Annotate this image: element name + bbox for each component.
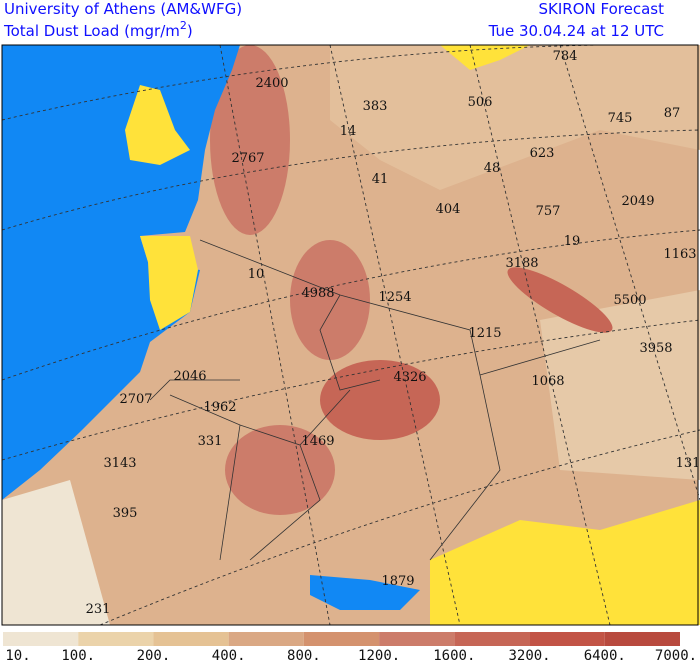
point-label: 3958 [639, 341, 672, 356]
point-label: 2707 [119, 392, 152, 407]
point-label: 131 [676, 456, 700, 471]
yellow-area [440, 45, 530, 70]
colorbar-cell [529, 632, 605, 646]
colorbar-cell [3, 632, 79, 646]
point-label: 2400 [255, 76, 288, 91]
colorbar-cell [228, 632, 304, 646]
colorbar: 10. 100. 200. 400. 800. 1200. 1600. 3200. 6400. 7… [3, 632, 697, 662]
point-label: 3143 [103, 456, 136, 471]
point-label: 231 [86, 602, 111, 617]
point-label: 41 [372, 172, 389, 187]
point-label: 383 [363, 99, 388, 114]
yellow-area [125, 85, 190, 165]
point-label: 87 [664, 106, 681, 121]
point-label: 1879 [381, 574, 414, 589]
point-label: 1469 [301, 434, 334, 449]
point-label: 1254 [378, 290, 411, 305]
map: 2400 383 506 784 745 87 14 2767 623 48 41 404 757 204… [1, 44, 700, 626]
product: SKIRON Forecast [539, 0, 665, 18]
colorbar-label: 1200. [358, 648, 400, 662]
point-label: 48 [484, 161, 501, 176]
point-label: 19 [564, 234, 581, 249]
point-label: 404 [436, 202, 461, 217]
yellow-area [140, 236, 198, 330]
sea [310, 575, 420, 610]
point-label: 2049 [621, 194, 654, 209]
dust-plume [290, 240, 370, 360]
sea [2, 45, 240, 500]
colorbar-label: 100. [61, 648, 95, 662]
point-label: 757 [536, 204, 561, 219]
point-label: 3188 [505, 256, 538, 271]
point-label: 745 [608, 111, 633, 126]
point-label: 331 [198, 434, 223, 449]
institution: University of Athens (AM&WFG) [4, 0, 242, 18]
dust-plume [507, 267, 613, 333]
point-label: 10 [248, 267, 265, 282]
point-label: 395 [113, 506, 138, 521]
colorbar-cell [454, 632, 530, 646]
point-labels: 2400 383 506 784 745 87 14 2767 623 48 41 404 757 204… [86, 49, 700, 617]
quantity-superscript: 2 [180, 19, 187, 32]
quantity-close: ) [187, 22, 193, 40]
yellow-area [430, 500, 700, 625]
colorbar-label: 800. [287, 648, 321, 662]
point-label: 506 [468, 95, 493, 110]
point-label: 1962 [203, 400, 236, 415]
dust-plume [210, 45, 290, 235]
dust-plume [225, 425, 335, 515]
point-label: 1068 [531, 374, 564, 389]
point-label: 1163 [663, 247, 696, 262]
colorbar-label: 1600. [433, 648, 475, 662]
colorbar-cell [604, 632, 680, 646]
colorbar-label: 7000. [655, 648, 697, 662]
colorbar-label: 3200. [508, 648, 550, 662]
quantity-text: Total Dust Load (mgr/m [3, 22, 180, 40]
point-label: 4988 [301, 286, 334, 301]
point-label: 2767 [231, 151, 264, 166]
graticule [1, 44, 700, 626]
point-label: 4326 [393, 370, 426, 385]
colorbar-label: 200. [137, 648, 171, 662]
colorbar-cell [379, 632, 455, 646]
light-area [2, 480, 110, 625]
point-label: 623 [530, 146, 555, 161]
colorbar-cell [78, 632, 154, 646]
map-frame [1, 44, 699, 626]
dust-plume [320, 360, 440, 440]
point-label: 1215 [468, 326, 501, 341]
valid-time: Tue 30.04.24 at 12 UTC [488, 22, 664, 40]
lighter-area [540, 290, 700, 480]
colorbar-cell [153, 632, 229, 646]
border [149, 239, 601, 561]
colorbar-label: 6400. [584, 648, 626, 662]
colorbar-label: 400. [212, 648, 246, 662]
point-label: 5500 [613, 293, 646, 308]
colorbar-label: 10. [5, 648, 30, 662]
point-label: 14 [340, 124, 357, 139]
colorbar-cell [303, 632, 380, 646]
point-label: 2046 [173, 369, 206, 384]
point-label: 784 [553, 49, 578, 64]
lighter-area [330, 45, 700, 190]
quantity-title: Total Dust Load (mgr/m2) [3, 19, 193, 40]
